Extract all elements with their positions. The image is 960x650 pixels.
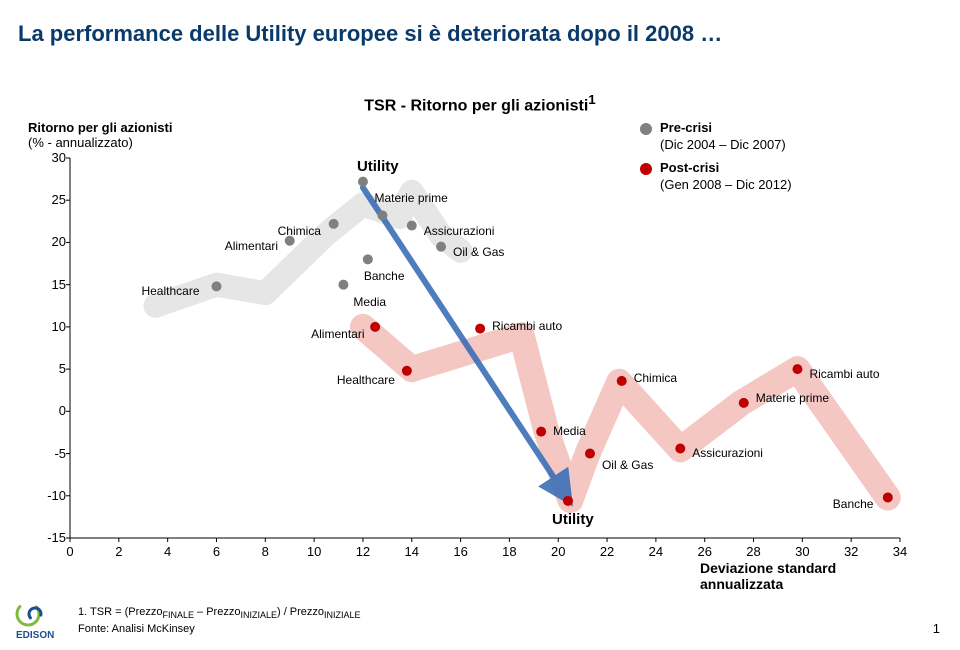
footnote-p1: 1. TSR = (Prezzo [78, 606, 162, 618]
chart-svg [70, 158, 900, 538]
data-point-label: Alimentari [311, 327, 364, 341]
chart-area [70, 158, 900, 538]
data-point-label: Media [553, 424, 586, 438]
legend-pre-bold: Pre-crisi [660, 120, 712, 135]
x-tick: 18 [502, 544, 516, 559]
x-tick: 26 [697, 544, 711, 559]
x-axis-label-1: Deviazione standard [700, 560, 836, 576]
data-point-label: Utility [552, 511, 594, 528]
footer: 1. TSR = (PrezzoFINALE – PrezzoINIZIALE)… [78, 605, 361, 636]
data-point-label: Assicurazioni [424, 224, 495, 238]
y-tick: -5 [38, 446, 66, 461]
data-point-label: Alimentari [225, 239, 278, 253]
data-point-label: Utility [357, 158, 399, 175]
x-tick: 34 [893, 544, 907, 559]
x-tick: 0 [66, 544, 73, 559]
footnote-s3: INIZIALE [324, 610, 361, 620]
x-axis-label: Deviazione standard annualizzata [700, 560, 836, 592]
legend-pre-text: Pre-crisi (Dic 2004 – Dic 2007) [660, 120, 786, 154]
x-tick: 4 [164, 544, 171, 559]
x-axis-label-2: annualizzata [700, 576, 836, 592]
x-tick: 14 [405, 544, 419, 559]
x-tick: 8 [262, 544, 269, 559]
data-point-label: Banche [833, 497, 874, 511]
data-point-label: Banche [364, 269, 405, 283]
x-tick: 16 [453, 544, 467, 559]
footnote-s1: FINALE [162, 610, 194, 620]
x-tick: 30 [795, 544, 809, 559]
brand-logo: EDISON [14, 600, 70, 640]
data-point-label: Ricambi auto [809, 367, 879, 381]
y-axis-label-line1: Ritorno per gli azionisti [28, 120, 172, 135]
chart-title-sup: 1 [588, 92, 595, 107]
data-point-label: Assicurazioni [692, 446, 763, 460]
data-point-label: Oil & Gas [453, 245, 504, 259]
x-tick: 12 [356, 544, 370, 559]
data-point-label: Healthcare [141, 284, 199, 298]
y-tick: -15 [38, 530, 66, 545]
chart-title-text: TSR - Ritorno per gli azionisti [364, 97, 588, 114]
y-axis-label-line2: (% - annualizzato) [28, 135, 172, 150]
y-tick: 0 [38, 403, 66, 418]
data-point-label: Media [353, 295, 386, 309]
data-point-label: Chimica [634, 371, 677, 385]
x-tick: 6 [213, 544, 220, 559]
y-tick: 5 [38, 361, 66, 376]
page-title: La performance delle Utility europee si … [18, 21, 722, 47]
legend-pre-range: (Dic 2004 – Dic 2007) [660, 137, 786, 152]
x-tick: 10 [307, 544, 321, 559]
y-tick: -10 [38, 488, 66, 503]
y-tick: 15 [38, 277, 66, 292]
y-tick: 25 [38, 192, 66, 207]
y-tick: 30 [38, 150, 66, 165]
data-point-label: Materie prime [756, 391, 829, 405]
legend-pre-dot [640, 123, 652, 135]
x-tick: 24 [649, 544, 663, 559]
source: Fonte: Analisi McKinsey [78, 622, 361, 636]
brand-logo-svg: EDISON [14, 600, 70, 640]
y-tick: 20 [38, 234, 66, 249]
y-tick: 10 [38, 319, 66, 334]
footnote: 1. TSR = (PrezzoFINALE – PrezzoINIZIALE)… [78, 605, 361, 622]
y-axis-label: Ritorno per gli azionisti (% - annualizz… [28, 120, 172, 150]
legend-pre: Pre-crisi (Dic 2004 – Dic 2007) [640, 120, 900, 154]
data-point-label: Healthcare [337, 373, 395, 387]
footnote-s2: INIZIALE [240, 610, 277, 620]
data-point-label: Materie prime [374, 191, 447, 205]
slide: La performance delle Utility europee si … [0, 0, 960, 650]
x-tick: 22 [600, 544, 614, 559]
title-bar: La performance delle Utility europee si … [12, 14, 772, 54]
footnote-p3: ) / Prezzo [277, 606, 324, 618]
x-tick: 28 [746, 544, 760, 559]
data-point-label: Ricambi auto [492, 319, 562, 333]
data-point-label: Oil & Gas [602, 458, 653, 472]
x-tick: 32 [844, 544, 858, 559]
page-number: 1 [933, 621, 940, 636]
x-tick: 2 [115, 544, 122, 559]
chart-title: TSR - Ritorno per gli azionisti1 [0, 92, 960, 115]
brand-name: EDISON [16, 630, 54, 640]
data-point-label: Chimica [278, 224, 321, 238]
x-tick: 20 [551, 544, 565, 559]
footnote-p2: – Prezzo [194, 606, 240, 618]
